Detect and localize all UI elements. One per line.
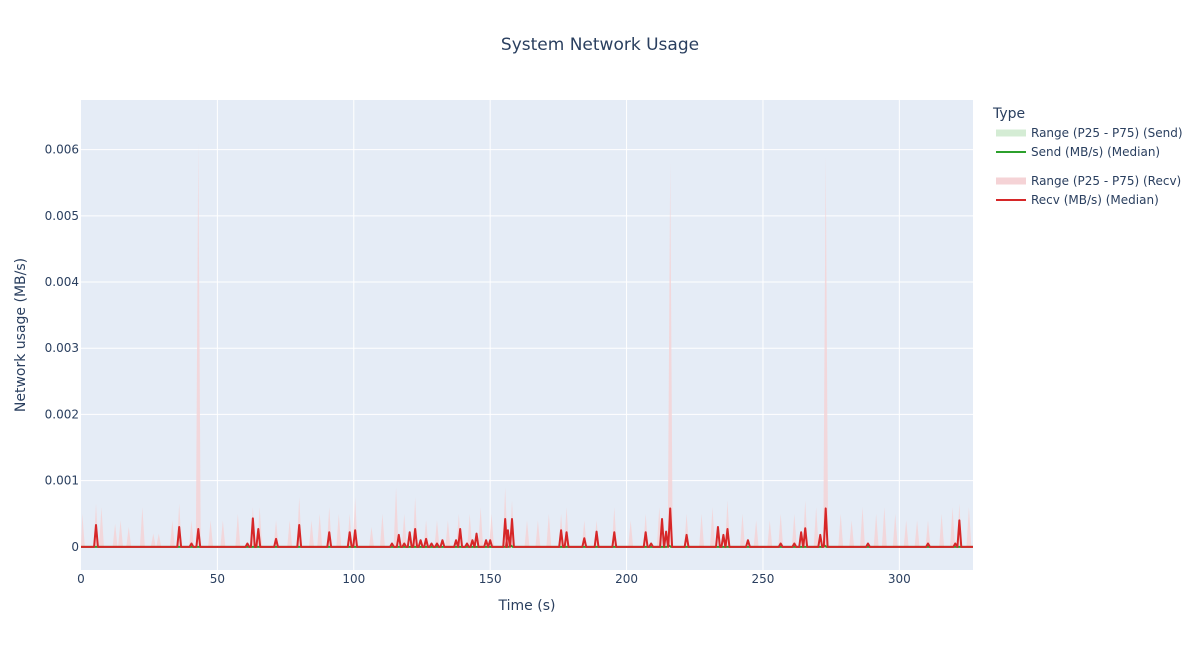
x-tick-labels: 0 50 100 150 200 250 300 xyxy=(77,572,911,586)
y-tick-label: 0.004 xyxy=(45,275,79,289)
y-tick-label: 0.003 xyxy=(45,341,79,355)
median-line xyxy=(81,507,973,548)
chart-title: System Network Usage xyxy=(501,35,699,55)
y-tick-label: 0 xyxy=(71,540,79,554)
legend-label: Range (P25 - P75) (Send) xyxy=(1031,126,1183,140)
x-gridlines xyxy=(216,100,900,570)
x-tick-label: 300 xyxy=(888,572,911,586)
legend-item[interactable]: Recv (MB/s) (Median) xyxy=(996,193,1159,207)
x-tick-label: 150 xyxy=(479,572,502,586)
series-line xyxy=(81,507,973,548)
median-lines xyxy=(81,507,973,548)
y-tick-label: 0.005 xyxy=(45,209,79,223)
legend-item[interactable]: Range (P25 - P75) (Recv) xyxy=(996,174,1181,188)
y-tick-label: 0.006 xyxy=(45,143,79,157)
x-tick-label: 250 xyxy=(752,572,775,586)
y-tick-labels: 0 0.001 0.002 0.003 0.004 0.005 0.006 xyxy=(45,143,79,554)
x-axis-title: Time (s) xyxy=(498,598,556,614)
legend-label: Range (P25 - P75) (Recv) xyxy=(1031,174,1181,188)
plot-area xyxy=(81,100,973,570)
legend-label: Recv (MB/s) (Median) xyxy=(1031,193,1159,207)
x-tick-label: 200 xyxy=(615,572,638,586)
y-tick-label: 0.001 xyxy=(45,474,79,488)
y-axis-title: Network usage (MB/s) xyxy=(13,258,29,412)
x-tick-label: 100 xyxy=(342,572,365,586)
x-tick-label: 50 xyxy=(210,572,225,586)
legend-title: Type xyxy=(992,106,1025,122)
y-tick-label: 0.002 xyxy=(45,407,79,421)
legend: Type Range (P25 - P75) (Send) Send (MB/s)… xyxy=(992,106,1183,207)
legend-item[interactable]: Send (MB/s) (Median) xyxy=(996,145,1160,159)
x-tick-label: 0 xyxy=(77,572,85,586)
legend-label: Send (MB/s) (Median) xyxy=(1031,145,1160,159)
legend-item[interactable]: Range (P25 - P75) (Send) xyxy=(996,126,1183,140)
